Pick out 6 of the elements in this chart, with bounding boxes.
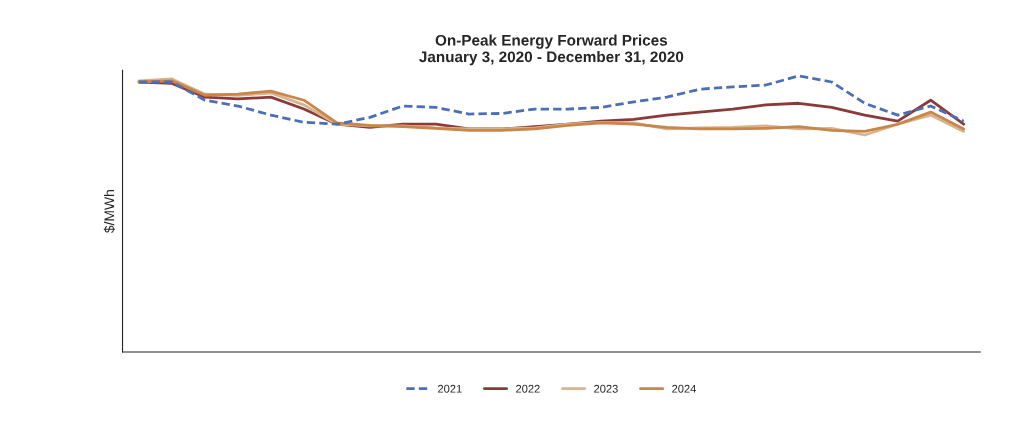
legend-label: 2023	[594, 384, 618, 393]
legend-label: 2022	[516, 384, 540, 393]
legend-label: 2021	[438, 384, 462, 393]
chart-title: On-Peak Energy Forward Prices January 3, 2020 - December 31, 2020	[419, 34, 684, 66]
legend-label: 2024	[672, 384, 696, 393]
y-axis-title: $/MWh	[103, 190, 116, 234]
